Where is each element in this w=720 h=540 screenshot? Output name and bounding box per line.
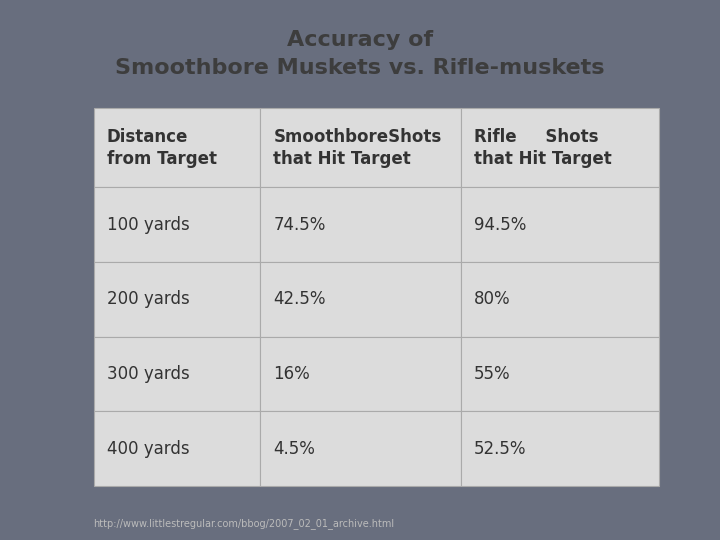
Text: Rifle     Shots
that Hit Target: Rifle Shots that Hit Target: [474, 127, 612, 168]
Text: 4.5%: 4.5%: [274, 440, 315, 458]
Text: 16%: 16%: [274, 365, 310, 383]
Text: 300 yards: 300 yards: [107, 365, 189, 383]
Text: http://www.littlestregular.com/bbog/2007_02_01_archive.html: http://www.littlestregular.com/bbog/2007…: [94, 518, 395, 529]
Text: 42.5%: 42.5%: [274, 291, 325, 308]
Text: 400 yards: 400 yards: [107, 440, 189, 458]
Text: SmoothboreShots
that Hit Target: SmoothboreShots that Hit Target: [274, 127, 441, 168]
Text: 74.5%: 74.5%: [274, 215, 325, 234]
Text: Distance
from Target: Distance from Target: [107, 127, 217, 168]
Text: 200 yards: 200 yards: [107, 291, 189, 308]
Text: 94.5%: 94.5%: [474, 215, 526, 234]
Text: 52.5%: 52.5%: [474, 440, 526, 458]
Text: Smoothbore Muskets vs. Rifle-muskets: Smoothbore Muskets vs. Rifle-muskets: [115, 57, 605, 78]
Text: Accuracy of: Accuracy of: [287, 30, 433, 51]
Text: 55%: 55%: [474, 365, 510, 383]
Text: 80%: 80%: [474, 291, 510, 308]
Text: 100 yards: 100 yards: [107, 215, 189, 234]
